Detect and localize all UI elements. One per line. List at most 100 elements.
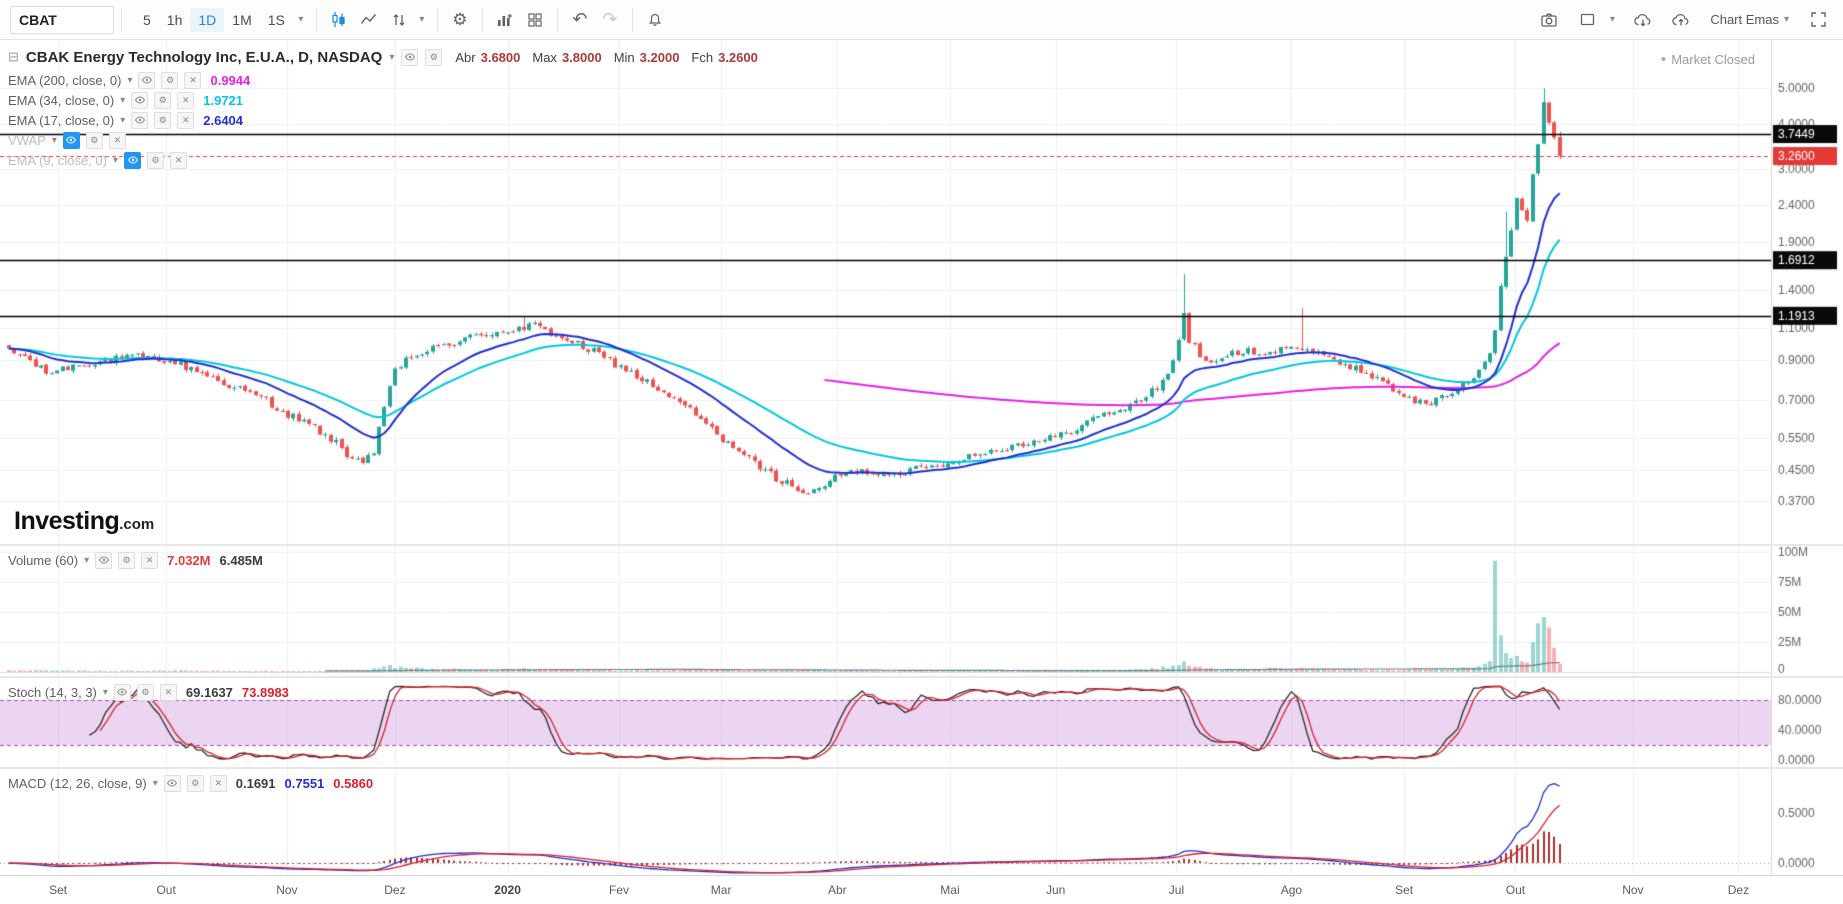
chevron-down-icon[interactable]: ▾ bbox=[389, 51, 395, 63]
toolbar-divider bbox=[631, 7, 633, 32]
close-icon[interactable]: ✕ bbox=[184, 71, 202, 89]
toolbar: 5 1h 1D 1M 1S ▾ ▾ ⚙ ↶ ↷ bbox=[0, 0, 1843, 40]
settings-icon[interactable]: ⚙ bbox=[118, 551, 136, 569]
template-selector-button[interactable]: Chart Emas ▾ bbox=[1704, 8, 1795, 31]
indicator-label[interactable]: EMA (200, close, 0) bbox=[8, 72, 122, 88]
volume-canvas[interactable] bbox=[0, 546, 1843, 676]
eye-icon[interactable] bbox=[95, 551, 113, 569]
eye-icon[interactable] bbox=[131, 91, 149, 109]
volume-label[interactable]: Volume (60) bbox=[8, 552, 79, 568]
indicators-icon[interactable] bbox=[490, 5, 520, 35]
eye-icon[interactable] bbox=[138, 71, 156, 89]
macd-canvas[interactable] bbox=[0, 769, 1843, 875]
macd-panel: MACD (12, 26, close, 9) ▾ ⚙ ✕ 0.1691 0.7… bbox=[0, 769, 1843, 875]
eye-icon[interactable] bbox=[163, 774, 181, 792]
eye-icon[interactable] bbox=[113, 683, 131, 701]
interval-button-5[interactable]: 5 bbox=[143, 11, 151, 28]
macd-label[interactable]: MACD (12, 26, close, 9) bbox=[8, 775, 147, 791]
interval-button-1D[interactable]: 1D bbox=[190, 7, 225, 32]
chevron-down-icon[interactable]: ▾ bbox=[127, 74, 133, 86]
close-icon[interactable]: ✕ bbox=[141, 551, 159, 569]
settings-icon[interactable]: ⚙ bbox=[147, 151, 165, 169]
undo-icon[interactable]: ↶ bbox=[572, 9, 588, 29]
close-icon[interactable]: ✕ bbox=[170, 151, 188, 169]
chevron-down-icon[interactable]: ▾ bbox=[120, 94, 126, 106]
investing-logo[interactable]: Investing .com bbox=[14, 507, 154, 536]
chevron-down-icon[interactable]: ▾ bbox=[120, 114, 126, 126]
load-layout-cloud-icon[interactable] bbox=[1628, 5, 1658, 35]
layout-icon[interactable] bbox=[1572, 5, 1602, 35]
compare-icon[interactable] bbox=[384, 5, 414, 35]
chart-type-candles-icon[interactable] bbox=[324, 5, 354, 35]
settings-gear-icon[interactable]: ⚙ bbox=[452, 9, 468, 29]
eye-icon[interactable] bbox=[131, 111, 149, 129]
interval-group: 5 1h 1D 1M 1S bbox=[135, 7, 293, 32]
time-axis-label: Nov bbox=[1622, 883, 1644, 897]
redo-icon[interactable]: ↷ bbox=[602, 9, 618, 29]
eye-icon[interactable] bbox=[401, 48, 419, 66]
indicator-label[interactable]: EMA (9, close, 0) bbox=[8, 152, 107, 168]
toolbar-divider bbox=[556, 7, 558, 32]
time-axis-label: Set bbox=[1395, 883, 1414, 897]
panel-separator[interactable] bbox=[0, 676, 1843, 678]
panel-separator[interactable] bbox=[0, 767, 1843, 769]
stochastic-label[interactable]: Stoch (14, 3, 3) bbox=[8, 684, 97, 700]
chevron-down-icon[interactable]: ▾ bbox=[112, 154, 119, 166]
chevron-down-icon[interactable]: ▾ bbox=[102, 686, 108, 698]
alert-bell-icon[interactable] bbox=[640, 5, 670, 35]
settings-icon[interactable]: ⚙ bbox=[161, 71, 179, 89]
low-value: 3.2000 bbox=[639, 49, 680, 65]
time-axis-label: Dez bbox=[1727, 883, 1750, 897]
save-layout-cloud-icon[interactable] bbox=[1666, 5, 1696, 35]
close-icon[interactable]: ✕ bbox=[108, 131, 126, 149]
symbol-input[interactable] bbox=[10, 5, 114, 34]
close-icon[interactable]: ✕ bbox=[159, 683, 177, 701]
snapshot-camera-icon[interactable] bbox=[1534, 5, 1564, 35]
settings-icon[interactable]: ⚙ bbox=[154, 91, 172, 109]
chevron-down-icon[interactable]: ▾ bbox=[84, 554, 90, 566]
chart-type-dropdown-caret-icon[interactable]: ▾ bbox=[419, 14, 425, 25]
settings-icon[interactable]: ⚙ bbox=[186, 774, 204, 792]
indicator-value: 1.9721 bbox=[203, 92, 244, 108]
layout-dropdown-caret-icon[interactable]: ▾ bbox=[1609, 14, 1615, 25]
settings-icon[interactable]: ⚙ bbox=[425, 48, 443, 66]
interval-button-1h[interactable]: 1h bbox=[166, 11, 183, 28]
templates-icon[interactable] bbox=[520, 5, 550, 35]
eye-icon[interactable] bbox=[124, 151, 142, 169]
panel-separator[interactable] bbox=[0, 544, 1843, 546]
macd-hist-value: 0.1691 bbox=[235, 775, 276, 791]
time-axis-label: Fev bbox=[608, 883, 629, 897]
macd-legend: MACD (12, 26, close, 9) ▾ ⚙ ✕ 0.1691 0.7… bbox=[8, 773, 373, 793]
time-axis[interactable]: Set Out Nov Dez 2020 Fev Mar Abr Mai Jun Jul Ago Set… bbox=[0, 875, 1843, 904]
market-status-label: Market Closed bbox=[1671, 52, 1755, 67]
high-label: Max bbox=[532, 49, 557, 65]
macd-signal-value: 0.5860 bbox=[333, 775, 374, 791]
settings-icon[interactable]: ⚙ bbox=[85, 131, 103, 149]
stochastic-canvas[interactable] bbox=[0, 678, 1843, 767]
eye-icon[interactable] bbox=[62, 131, 80, 149]
chart-layout-select[interactable]: ▾ bbox=[1572, 5, 1620, 35]
time-axis-label: Jul bbox=[1168, 883, 1185, 897]
indicator-row-0: EMA (200, close, 0) ▾ ⚙ ✕ 0.9944 bbox=[8, 70, 765, 90]
fullscreen-icon[interactable] bbox=[1803, 5, 1833, 35]
interval-button-1S[interactable]: 1S bbox=[267, 11, 285, 28]
indicator-label[interactable]: EMA (17, close, 0) bbox=[8, 112, 115, 128]
time-axis-label: Dez bbox=[384, 883, 406, 897]
chart-type-line-icon[interactable] bbox=[354, 5, 384, 35]
settings-icon[interactable]: ⚙ bbox=[136, 683, 154, 701]
interval-button-1M[interactable]: 1M bbox=[232, 11, 252, 28]
chevron-down-icon[interactable]: ▾ bbox=[51, 134, 57, 146]
indicator-label[interactable]: VWAP bbox=[8, 132, 46, 148]
interval-dropdown-caret-icon[interactable]: ▾ bbox=[298, 14, 304, 25]
close-icon[interactable]: ✕ bbox=[209, 774, 227, 792]
settings-icon[interactable]: ⚙ bbox=[154, 111, 172, 129]
indicator-row-4: EMA (9, close, 0) ▾ ⚙ ✕ bbox=[8, 150, 765, 170]
close-icon[interactable]: ✕ bbox=[177, 111, 195, 129]
toolbar-right-group: ▾ Chart Emas ▾ bbox=[1534, 5, 1833, 35]
chevron-down-icon[interactable]: ▾ bbox=[152, 777, 158, 789]
indicator-label[interactable]: EMA (34, close, 0) bbox=[8, 92, 115, 108]
main-price-canvas[interactable] bbox=[0, 40, 1843, 544]
collapse-legend-icon[interactable]: ⊟ bbox=[8, 49, 19, 64]
close-icon[interactable]: ✕ bbox=[177, 91, 195, 109]
